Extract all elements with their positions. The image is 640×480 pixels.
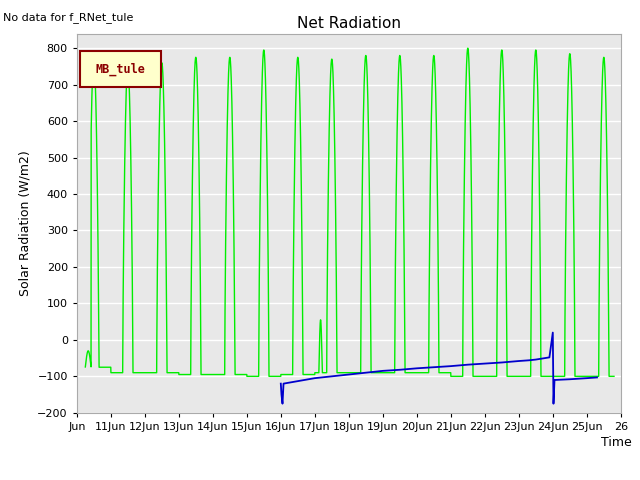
Title: Net Radiation: Net Radiation [297,16,401,31]
Text: No data for f_RNet_tule: No data for f_RNet_tule [3,12,134,23]
Legend: RNet_wat, Rnet_4way: RNet_wat, Rnet_4way [235,479,463,480]
X-axis label: Time: Time [601,435,632,448]
Y-axis label: Solar Radiation (W/m2): Solar Radiation (W/m2) [19,150,32,296]
Text: MB_tule: MB_tule [95,63,145,76]
FancyBboxPatch shape [79,51,161,87]
